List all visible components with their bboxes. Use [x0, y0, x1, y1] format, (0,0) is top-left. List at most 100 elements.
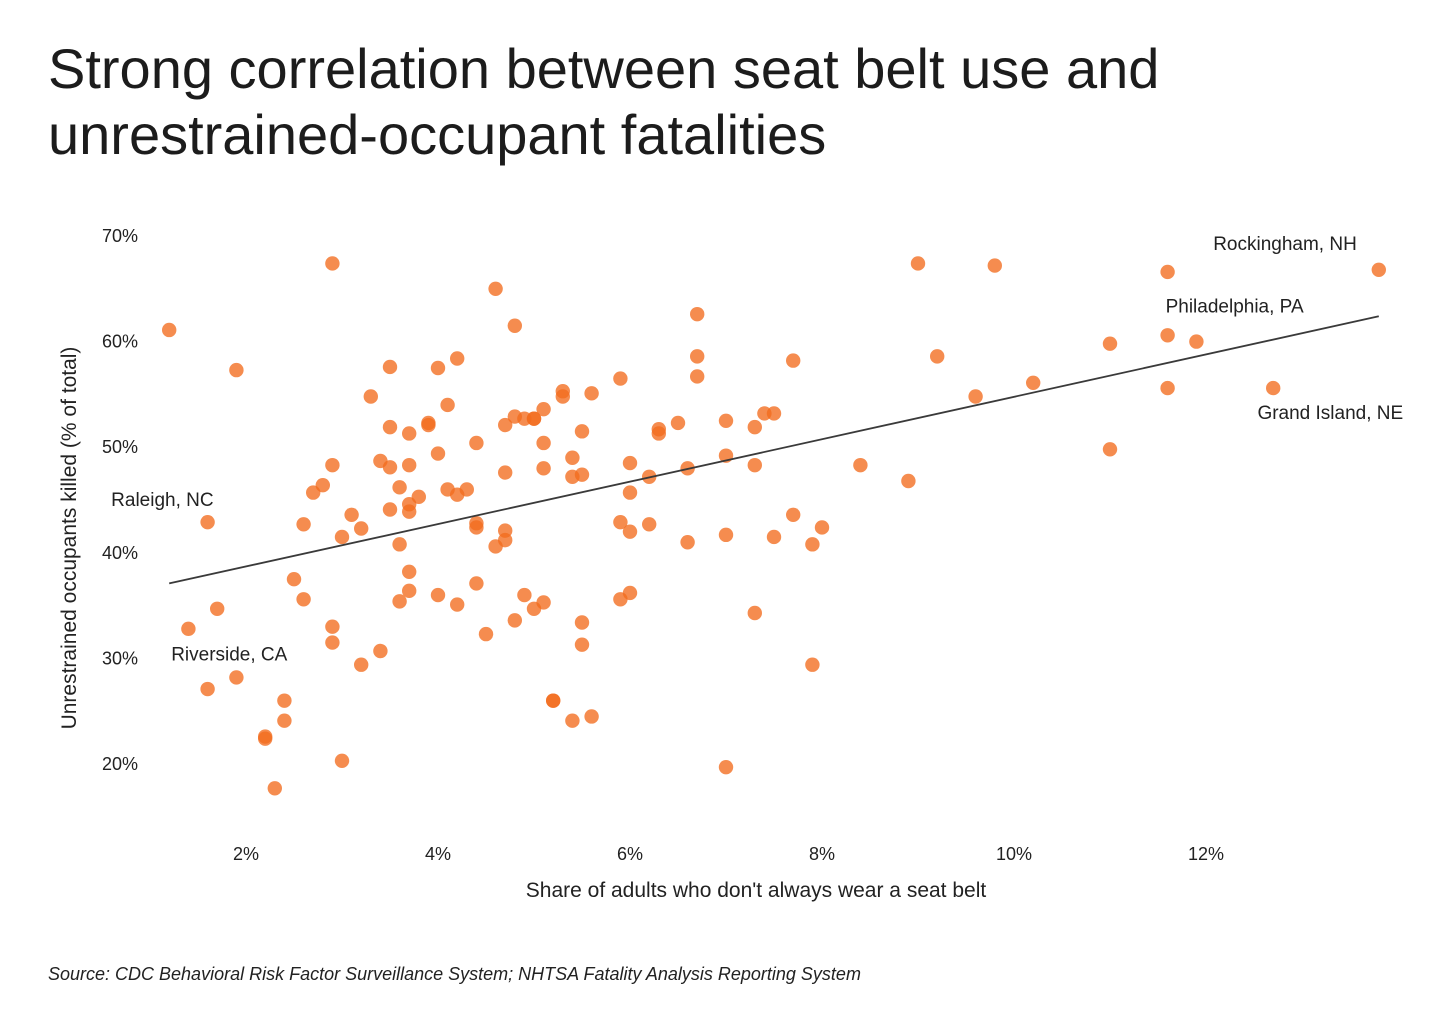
- chart-title-line-2: unrestrained-occupant fatalities: [48, 103, 827, 166]
- data-point: [373, 643, 388, 659]
- data-point: [805, 657, 820, 672]
- data-point: [536, 461, 551, 476]
- x-tick-label: 4%: [425, 844, 451, 864]
- data-point: [1160, 328, 1175, 343]
- data-point: [325, 635, 340, 650]
- data-point: [1160, 380, 1175, 396]
- data-point: [642, 517, 657, 532]
- data-point: [747, 605, 762, 621]
- data-point: [392, 480, 407, 495]
- data-point: [402, 504, 417, 519]
- data-point: [267, 781, 282, 796]
- data-point: [526, 411, 542, 426]
- data-point: [747, 419, 762, 435]
- data-point: [296, 517, 311, 532]
- data-point: [286, 572, 302, 587]
- data-point: [430, 587, 446, 603]
- data-point: [690, 349, 705, 364]
- data-point: [277, 693, 292, 708]
- data-point: [613, 514, 628, 530]
- data-point: [584, 709, 599, 724]
- data-point: [805, 537, 820, 552]
- data-point: [565, 450, 580, 465]
- data-point: [1102, 442, 1118, 457]
- data-point: [229, 670, 244, 685]
- data-point: [421, 415, 436, 431]
- data-point: [200, 681, 215, 697]
- data-point: [747, 457, 762, 473]
- data-point: [498, 465, 513, 480]
- data-point: [498, 532, 513, 548]
- point-annotation: Philadelphia, PA: [1166, 296, 1304, 317]
- data-point: [517, 587, 532, 603]
- data-point: [574, 615, 590, 630]
- data-point: [574, 637, 590, 652]
- x-tick-label: 12%: [1188, 844, 1224, 864]
- data-point: [498, 417, 513, 433]
- data-point: [450, 351, 465, 366]
- annotations: Rockingham, NH Philadelphia, PA Grand Isla…: [111, 234, 1403, 666]
- y-tick-label: 50%: [102, 437, 138, 457]
- point-annotation: Rockingham, NH: [1213, 234, 1357, 255]
- data-point: [382, 460, 398, 475]
- x-tick-label: 8%: [809, 844, 835, 864]
- trend-line: [169, 315, 1379, 585]
- data-point: [402, 426, 417, 441]
- data-point: [210, 601, 225, 616]
- data-point: [622, 455, 638, 471]
- point-annotation: Raleigh, NC: [111, 490, 213, 511]
- data-point: [718, 527, 734, 543]
- chart-title: Strong correlation between seat belt use…: [48, 36, 1408, 168]
- data-point: [622, 585, 638, 601]
- scatter-chart: 20% 30% 40% 50% 60% 70% 2% 4% 6% 8% 10% 12% Rockin…: [58, 226, 1403, 902]
- data-point: [325, 256, 340, 271]
- point-annotation: Grand Island, NE: [1257, 403, 1403, 424]
- data-point: [930, 349, 945, 364]
- data-point: [622, 524, 638, 539]
- data-point: [766, 529, 782, 545]
- data-point: [402, 583, 417, 599]
- data-point: [354, 657, 369, 672]
- data-point: [181, 621, 196, 637]
- data-point: [584, 386, 599, 401]
- data-point: [651, 426, 666, 441]
- data-point: [814, 520, 830, 535]
- x-axis-label: Share of adults who don't always wear a …: [526, 879, 987, 902]
- data-point: [1189, 334, 1204, 349]
- data-point: [325, 457, 340, 473]
- data-point: [565, 713, 580, 728]
- data-point: [536, 401, 551, 417]
- data-point: [1371, 262, 1387, 277]
- data-point: [315, 478, 330, 493]
- data-point: [968, 389, 983, 404]
- data-point: [488, 281, 503, 296]
- point-annotation: Riverside, CA: [171, 645, 287, 666]
- data-point: [296, 592, 311, 607]
- data-point: [690, 306, 705, 322]
- data-point: [910, 256, 926, 271]
- data-point: [430, 446, 446, 461]
- data-point: [536, 595, 551, 610]
- data-points: [162, 256, 1387, 796]
- data-point: [402, 457, 417, 473]
- data-point: [546, 693, 561, 708]
- data-point: [1026, 375, 1041, 390]
- y-axis: 20% 30% 40% 50% 60% 70%: [102, 226, 138, 774]
- data-point: [1266, 380, 1281, 396]
- data-point: [718, 759, 734, 775]
- data-point: [507, 318, 522, 333]
- data-point: [354, 521, 369, 536]
- data-point: [392, 594, 407, 609]
- data-point: [469, 520, 484, 535]
- data-point: [334, 753, 350, 769]
- data-point: [1160, 264, 1175, 280]
- y-tick-label: 40%: [102, 543, 138, 563]
- data-point: [411, 489, 426, 505]
- data-point: [402, 564, 417, 580]
- data-point: [200, 514, 215, 530]
- data-point: [574, 467, 590, 482]
- data-point: [334, 529, 350, 545]
- data-point: [786, 353, 801, 368]
- x-tick-label: 10%: [996, 844, 1032, 864]
- x-tick-label: 6%: [617, 844, 643, 864]
